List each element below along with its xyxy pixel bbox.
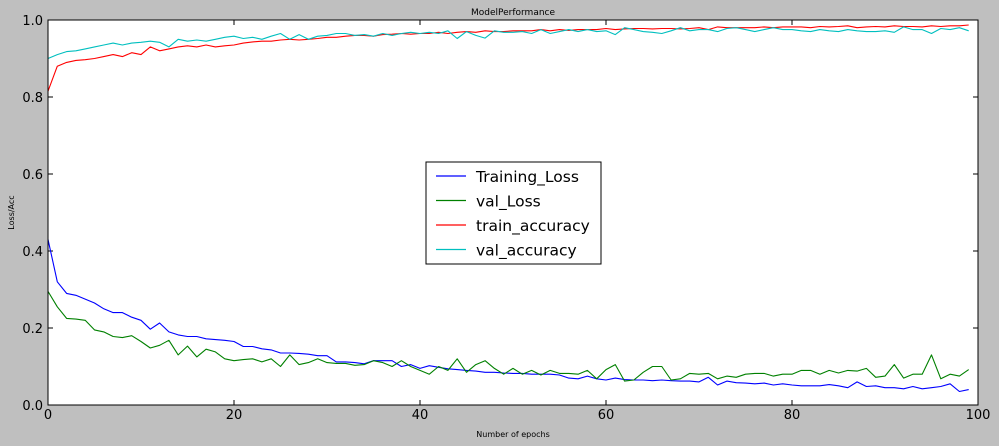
y-axis-label: Loss/Acc [7, 195, 16, 229]
chart-title: ModelPerformance [471, 8, 556, 18]
series-line-val-loss [47, 291, 970, 382]
y-tick-label: 1.0 [22, 14, 43, 29]
x-tick-label: 60 [598, 408, 615, 423]
y-tick-label: 0.6 [22, 168, 43, 183]
y-tick-label: 0.4 [22, 245, 43, 260]
y-tick-label: 0.0 [22, 399, 43, 414]
x-tick-label: 80 [784, 408, 801, 423]
series-line-val-accuracy [47, 26, 969, 60]
plot-frame [47, 19, 979, 406]
axis-ticks: 0 20 40 60 80 100 0.0 0.2 0.4 0.6 0.8 1.0 [22, 14, 990, 423]
y-tick-label: 0.2 [22, 322, 43, 337]
legend-label: val_accuracy [476, 242, 577, 261]
x-tick-label: 0 [44, 408, 52, 423]
series-line-training-loss [47, 239, 969, 393]
x-tick-label: 100 [966, 408, 991, 423]
y-tick-label: 0.8 [22, 91, 43, 106]
x-tick-label: 40 [412, 408, 429, 423]
x-tick-label: 20 [226, 408, 243, 423]
legend-label: train_accuracy [476, 217, 590, 236]
series-line-train-accuracy [47, 24, 969, 92]
legend-box [425, 161, 602, 265]
legend-label: Training_Loss [475, 168, 579, 187]
x-axis-label: Number of epochs [476, 430, 549, 439]
legend: Training_Loss val_Loss train_accuracy val_a… [425, 161, 602, 265]
series-lines [47, 24, 970, 393]
legend-label: val_Loss [476, 193, 541, 212]
